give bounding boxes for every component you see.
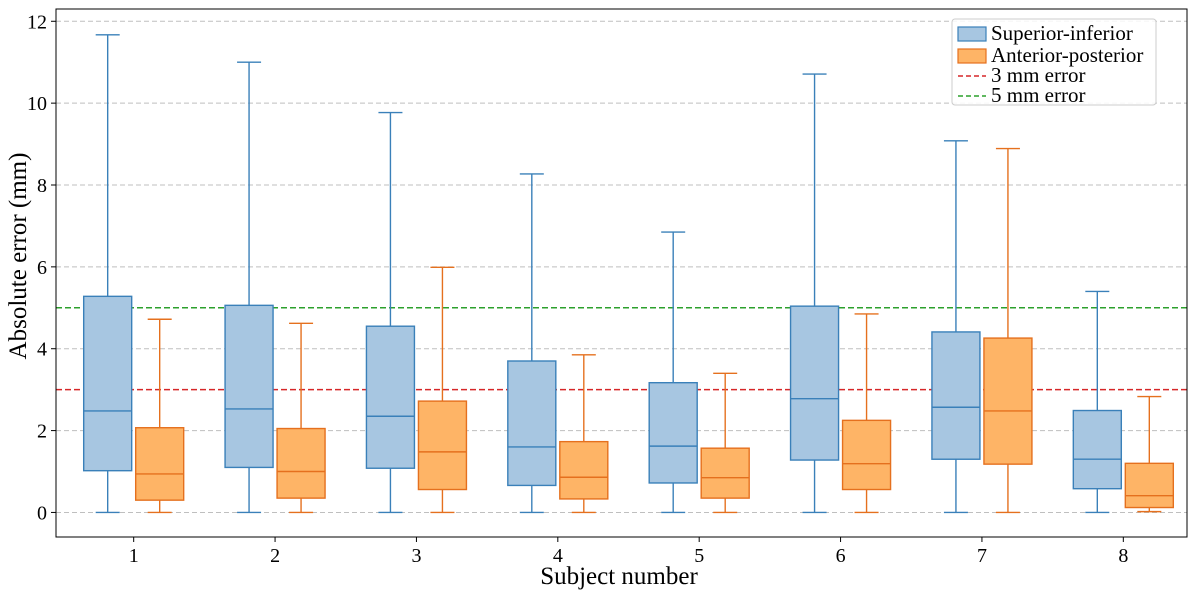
legend-label-5mm-error: 5 mm error	[991, 83, 1085, 107]
plot-frame	[55, 8, 1188, 538]
x-tick-label: 5	[694, 545, 704, 567]
box-superior-inferior-5	[648, 231, 698, 514]
y-tick-label: 10	[27, 93, 47, 115]
box-anterior-posterior-7	[983, 147, 1033, 514]
box-anterior-posterior-4	[559, 354, 609, 514]
iqr-box	[507, 360, 557, 487]
iqr-box	[1124, 462, 1175, 509]
y-tick-label: 4	[37, 339, 47, 361]
y-axis-ticks: 0 2 4 6 8 10 12	[27, 11, 56, 524]
x-axis-ticks: 1 2 3 4 5 6 7 8	[129, 537, 1128, 567]
box-superior-inferior-3	[365, 111, 416, 514]
box-superior-inferior-1	[82, 34, 133, 514]
legend: Superior-inferior Anterior-posterior 3 m…	[951, 18, 1157, 107]
box-superior-inferior-7	[931, 140, 981, 514]
iqr-box	[134, 427, 185, 501]
box-anterior-posterior-5	[700, 372, 750, 514]
x-tick-label: 6	[836, 545, 846, 567]
y-tick-label: 2	[37, 421, 47, 443]
x-tick-label: 8	[1118, 545, 1128, 567]
x-tick-label: 7	[977, 545, 987, 567]
box-superior-inferior-2	[224, 61, 274, 514]
legend-label-anterior-posterior: Anterior-posterior	[991, 43, 1143, 67]
box-anterior-posterior-6	[841, 313, 892, 514]
box-superior-inferior-8	[1072, 290, 1123, 514]
y-axis-title: Absolute error (mm)	[5, 153, 32, 360]
x-tick-label: 3	[411, 545, 421, 567]
legend-label-3mm-error: 3 mm error	[991, 63, 1085, 87]
box-anterior-posterior-3	[417, 266, 468, 514]
iqr-box	[559, 440, 609, 500]
iqr-box	[82, 295, 133, 472]
iqr-box	[648, 381, 698, 484]
iqr-box	[276, 427, 326, 499]
y-tick-label: 0	[37, 502, 47, 524]
box-anterior-posterior-8	[1124, 395, 1175, 513]
legend-label-superior-inferior: Superior-inferior	[991, 21, 1133, 45]
iqr-box	[983, 337, 1033, 465]
x-axis-title: Subject number	[540, 563, 698, 590]
iqr-box	[789, 305, 840, 461]
x-tick-label: 1	[129, 545, 139, 567]
box-series	[82, 34, 1175, 514]
iqr-box	[841, 419, 892, 491]
box-anterior-posterior-1	[134, 318, 185, 514]
x-tick-label: 2	[270, 545, 280, 567]
x-tick-label: 4	[553, 545, 563, 567]
iqr-box	[1072, 409, 1123, 490]
y-tick-label: 6	[37, 257, 47, 279]
iqr-box	[931, 331, 981, 460]
legend-swatch-anterior-posterior	[957, 48, 987, 64]
legend-frame	[951, 18, 1157, 106]
y-tick-label: 12	[27, 11, 47, 33]
legend-swatch-superior-inferior	[957, 26, 987, 42]
iqr-box	[417, 400, 468, 491]
y-tick-label: 8	[37, 175, 47, 197]
iqr-box	[365, 325, 416, 469]
box-anterior-posterior-2	[276, 322, 326, 514]
iqr-box	[700, 447, 750, 499]
iqr-box	[224, 304, 274, 469]
box-superior-inferior-6	[789, 73, 840, 514]
box-superior-inferior-4	[507, 173, 557, 514]
